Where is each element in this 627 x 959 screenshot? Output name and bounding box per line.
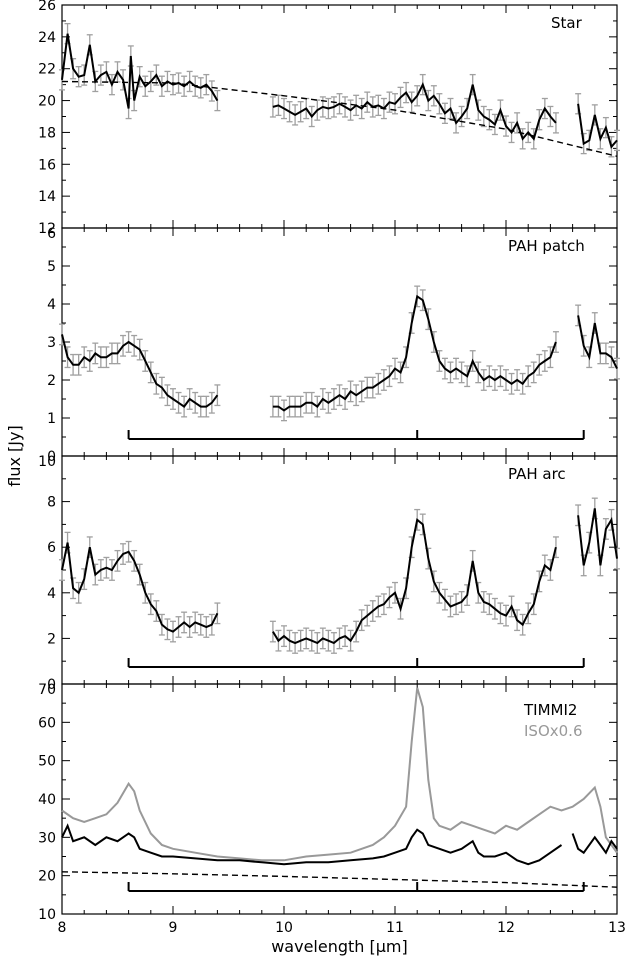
x-tick-label: 13 [608, 920, 626, 936]
x-tick-label: 11 [386, 920, 404, 936]
series-0-line [272, 294, 557, 412]
y-tick-label: 2 [47, 631, 56, 647]
panel-label: Star [551, 14, 583, 32]
panel-label: PAH patch [508, 237, 585, 255]
y-tick-label: 1 [47, 411, 56, 427]
y-tick-label: 40 [38, 792, 56, 808]
series-1-line [61, 823, 563, 866]
y-tick-label: 12 [38, 221, 56, 237]
series-0-line [61, 687, 618, 862]
series-0-line [577, 103, 618, 149]
series-1-line [571, 833, 618, 855]
panel-3 [61, 683, 618, 915]
y-tick-label: 22 [38, 62, 56, 78]
y-tick-label: 0 [47, 677, 56, 693]
panel-0 [59, 4, 620, 229]
y-tick-label: 0 [47, 449, 56, 465]
y-tick-label: 6 [47, 540, 56, 556]
y-tick-label: 20 [38, 869, 56, 885]
panel-frame [61, 4, 618, 229]
panel-2 [59, 455, 620, 685]
series-0-line [272, 517, 557, 645]
y-tick-label: 26 [38, 0, 56, 14]
series-0-line [61, 334, 219, 408]
panel-frame [61, 455, 618, 685]
panel-frame [61, 227, 618, 457]
series-0-line [61, 33, 219, 109]
reference-dashed-line [61, 871, 618, 888]
y-tick-label: 18 [38, 125, 56, 141]
y-tick-label: 4 [47, 297, 56, 313]
x-tick-label: 10 [275, 920, 293, 936]
x-axis-label: wavelength [μm] [271, 937, 408, 956]
series-0-line [61, 542, 219, 633]
y-axis-label: flux [Jy] [5, 425, 24, 486]
x-tick-label: 8 [58, 920, 67, 936]
y-tick-label: 4 [47, 586, 56, 602]
y-tick-label: 70 [38, 682, 56, 698]
y-tick-label: 8 [47, 495, 56, 511]
y-tick-label: 2 [47, 373, 56, 389]
x-tick-label: 9 [169, 920, 178, 936]
y-tick-label: 24 [38, 30, 56, 46]
y-tick-label: 6 [47, 226, 56, 242]
y-tick-label: 16 [38, 157, 56, 173]
panel-1 [59, 227, 620, 457]
legend-iso: ISOx0.6 [524, 722, 582, 740]
y-tick-label: 60 [38, 715, 56, 731]
panel-label: PAH arc [508, 465, 566, 483]
y-tick-label: 14 [38, 189, 56, 205]
reference-dashed-line [61, 80, 618, 157]
y-tick-label: 3 [47, 335, 56, 351]
x-tick-label: 12 [497, 920, 515, 936]
y-tick-label: 50 [38, 754, 56, 770]
series-0-line [577, 508, 618, 566]
legend-timmi2: TIMMI2 [523, 701, 577, 719]
y-tick-label: 30 [38, 830, 56, 846]
y-tick-label: 5 [47, 259, 56, 275]
y-tick-label: 10 [38, 907, 56, 923]
series-0-line [577, 315, 618, 370]
y-tick-label: 10 [38, 454, 56, 470]
y-tick-label: 20 [38, 94, 56, 110]
